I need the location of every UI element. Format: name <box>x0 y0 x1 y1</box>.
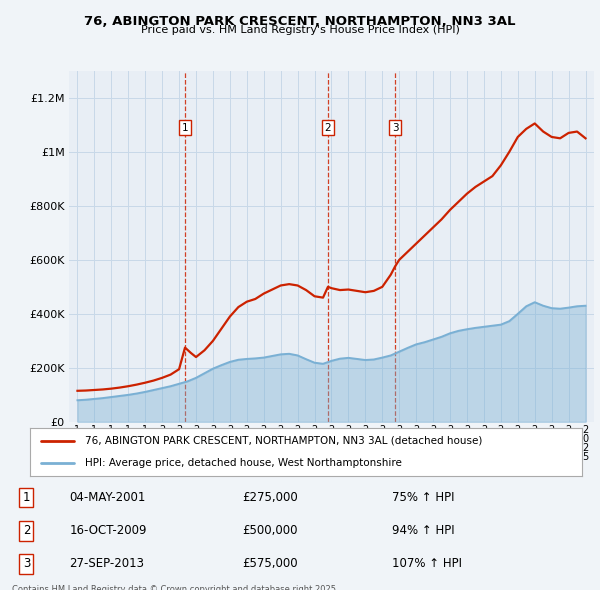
Text: £575,000: £575,000 <box>242 557 298 571</box>
Text: HPI: Average price, detached house, West Northamptonshire: HPI: Average price, detached house, West… <box>85 458 402 468</box>
Text: 3: 3 <box>23 557 30 571</box>
Text: Contains HM Land Registry data © Crown copyright and database right 2025.
This d: Contains HM Land Registry data © Crown c… <box>12 585 338 590</box>
Text: 94% ↑ HPI: 94% ↑ HPI <box>392 524 455 537</box>
Text: 76, ABINGTON PARK CRESCENT, NORTHAMPTON, NN3 3AL (detached house): 76, ABINGTON PARK CRESCENT, NORTHAMPTON,… <box>85 436 482 446</box>
Text: 75% ↑ HPI: 75% ↑ HPI <box>392 491 455 504</box>
Text: 1: 1 <box>23 491 30 504</box>
Text: 107% ↑ HPI: 107% ↑ HPI <box>392 557 462 571</box>
Text: 76, ABINGTON PARK CRESCENT, NORTHAMPTON, NN3 3AL: 76, ABINGTON PARK CRESCENT, NORTHAMPTON,… <box>84 15 516 28</box>
Text: 04-MAY-2001: 04-MAY-2001 <box>70 491 146 504</box>
Text: £275,000: £275,000 <box>242 491 298 504</box>
Text: £500,000: £500,000 <box>242 524 298 537</box>
Text: 27-SEP-2013: 27-SEP-2013 <box>70 557 145 571</box>
Text: 1: 1 <box>182 123 188 133</box>
Text: 16-OCT-2009: 16-OCT-2009 <box>70 524 147 537</box>
Text: 2: 2 <box>325 123 331 133</box>
Text: Price paid vs. HM Land Registry's House Price Index (HPI): Price paid vs. HM Land Registry's House … <box>140 25 460 35</box>
Text: 3: 3 <box>392 123 398 133</box>
Text: 2: 2 <box>23 524 30 537</box>
